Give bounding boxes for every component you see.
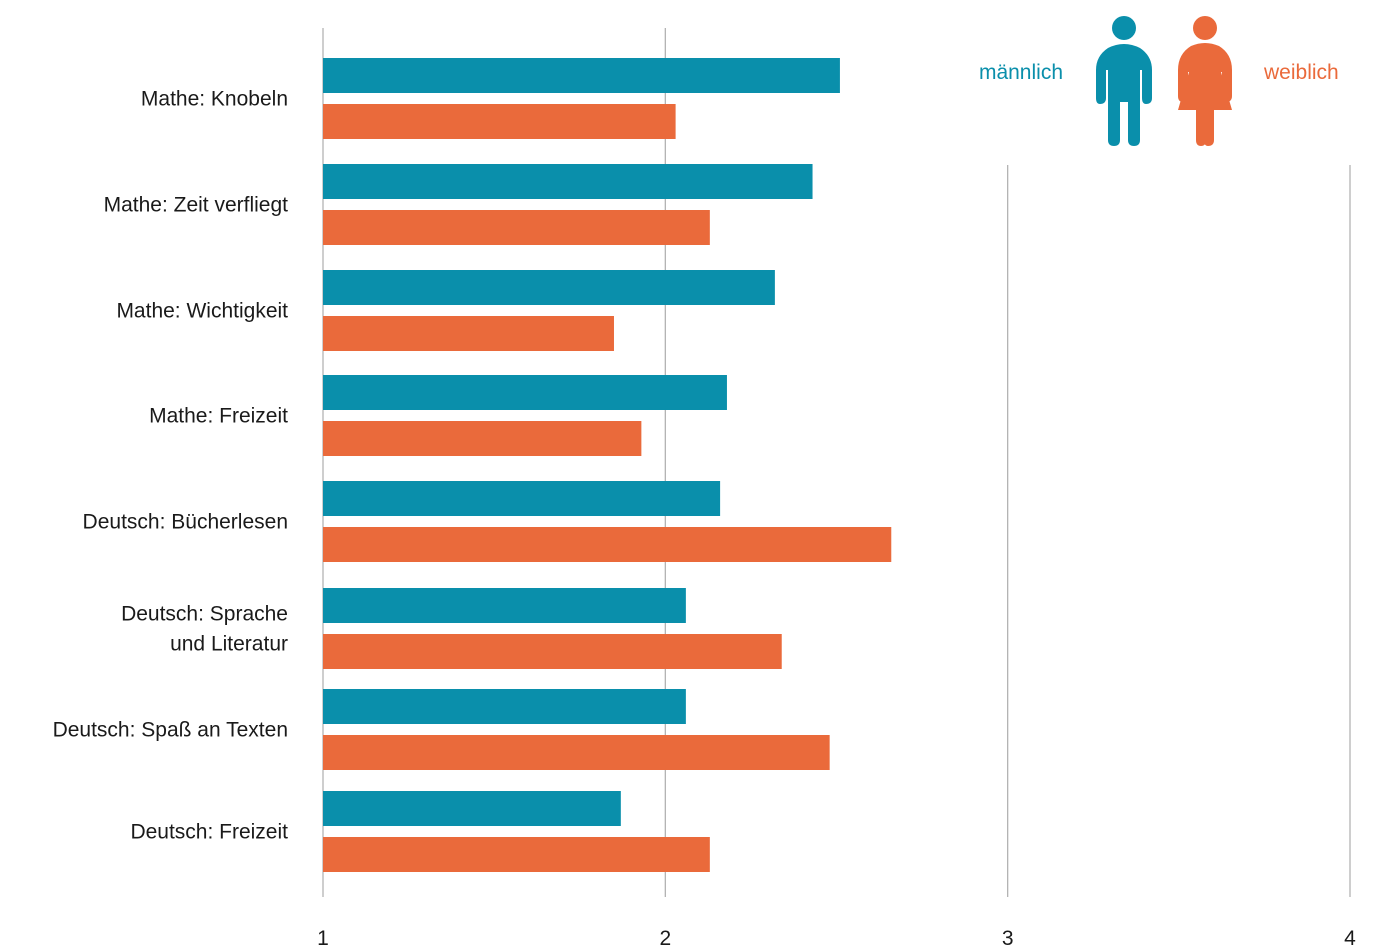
x-tick-label: 3 [1002,927,1014,948]
bar-female [323,421,642,456]
male-person-icon [1096,16,1152,146]
category-label: Mathe: Freizeit [149,405,288,428]
bar-male [323,164,813,199]
x-tick-label: 4 [1344,927,1356,948]
category-label: Mathe: Knobeln [141,88,288,111]
category-label: Deutsch: Spaß an Texten [53,719,288,742]
category-label: Deutsch: Sprache [121,603,288,626]
category-label: Deutsch: Freizeit [130,821,288,844]
bar-female [323,634,782,669]
bar-female [323,210,710,245]
category-label: Mathe: Wichtigkeit [116,300,288,323]
bar-male [323,689,686,724]
legend-label-male: männlich [979,61,1063,84]
bar-male [323,588,686,623]
category-labels: Mathe: Knobeln Mathe: Zeit verfliegt Mathe… [53,88,289,844]
legend: männlich weiblich [979,16,1339,146]
bars [323,58,892,872]
x-tick-labels: 1 2 3 4 [317,927,1356,948]
bar-female [323,527,892,562]
bar-female [323,316,614,351]
female-person-icon [1178,16,1232,146]
category-label: Mathe: Zeit verfliegt [104,194,289,217]
bar-male [323,481,721,516]
legend-label-female: weiblich [1263,61,1339,84]
bar-male [323,58,840,93]
bar-female [323,104,676,139]
category-label: Deutsch: Bücherlesen [83,511,288,534]
x-tick-label: 2 [659,927,671,948]
bar-male [323,375,727,410]
bar-female [323,837,710,872]
x-tick-label: 1 [317,927,329,948]
bar-male [323,270,775,305]
category-label: und Literatur [170,633,288,656]
bar-male [323,791,621,826]
bar-female [323,735,830,770]
